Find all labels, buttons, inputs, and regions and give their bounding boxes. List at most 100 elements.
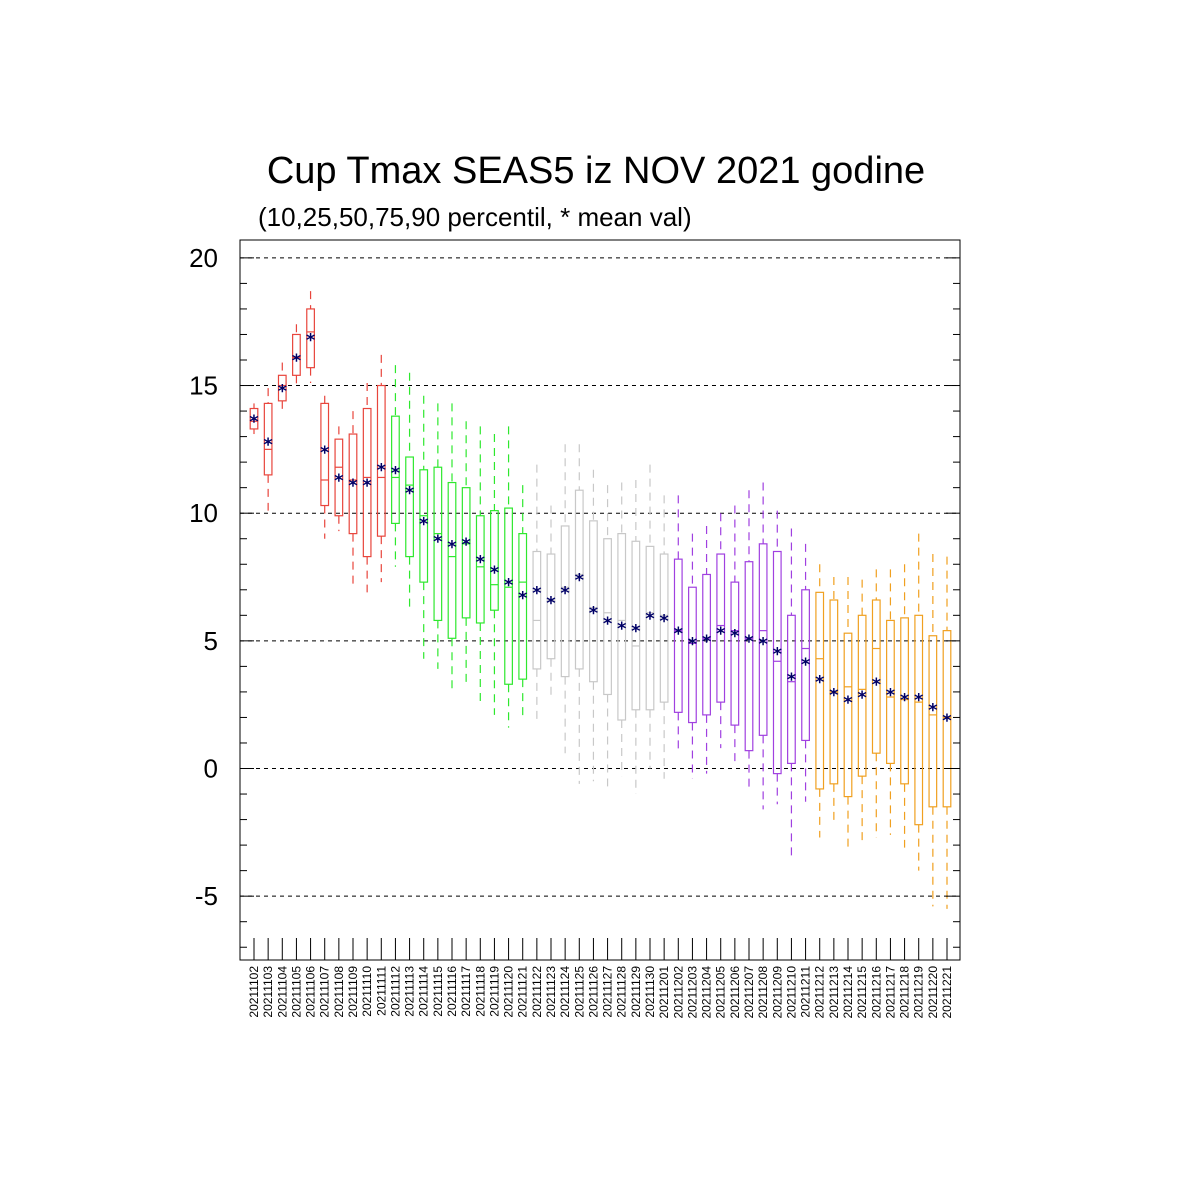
box-body xyxy=(504,507,513,685)
box-body xyxy=(772,550,782,775)
box-body xyxy=(801,589,810,742)
box-20211217 xyxy=(886,569,895,835)
box-20211214 xyxy=(843,577,853,848)
chart-subtitle: (10,25,50,75,90 percentil, * mean val) xyxy=(258,202,692,232)
x-tick-label: 20211220 xyxy=(926,966,940,1019)
box-20211122 xyxy=(532,464,542,720)
x-axis: 20211102 20211103 20211104 20211105 20211106… xyxy=(247,938,954,1019)
box-body xyxy=(391,415,400,525)
x-tick-label: 20211114 xyxy=(417,966,431,1017)
x-tick-label: 20211216 xyxy=(869,966,883,1019)
box-body xyxy=(419,469,429,583)
box-20211126 xyxy=(589,469,598,782)
box-body xyxy=(716,553,726,703)
x-tick-label: 20211120 xyxy=(502,966,516,1018)
mean-marker: * xyxy=(461,534,471,555)
box-body xyxy=(815,591,825,790)
box-20211205 xyxy=(716,513,726,749)
mean-marker: * xyxy=(688,634,698,655)
x-tick-label: 20211121 xyxy=(516,966,530,1018)
box-20211130 xyxy=(645,464,655,769)
box-20211114 xyxy=(419,395,429,659)
mean-marker: * xyxy=(490,562,500,583)
box-20211221 xyxy=(942,556,952,909)
box-body xyxy=(334,438,344,517)
box-20211219 xyxy=(914,533,924,871)
x-tick-label: 20211219 xyxy=(912,966,926,1019)
mean-marker: * xyxy=(631,621,641,642)
box-20211201 xyxy=(659,495,669,779)
box-body xyxy=(673,558,683,713)
mean-marker: * xyxy=(263,435,273,456)
x-tick-label: 20211212 xyxy=(813,966,827,1019)
mean-marker: * xyxy=(546,593,556,614)
mean-marker: * xyxy=(560,583,570,604)
mean-marker: * xyxy=(617,619,627,640)
x-tick-label: 20211215 xyxy=(855,966,869,1019)
mean-marker: * xyxy=(787,670,797,691)
box-body xyxy=(306,308,315,369)
x-tick-label: 20211206 xyxy=(728,966,742,1019)
x-tick-label: 20211122 xyxy=(530,966,544,1018)
box-20211125 xyxy=(574,444,584,784)
mean-marker: * xyxy=(306,330,316,351)
box-body xyxy=(292,333,301,376)
box-20211112 xyxy=(391,365,400,567)
box-20211107 xyxy=(320,395,330,539)
y-minor-ticks xyxy=(240,282,960,948)
box-20211207 xyxy=(744,490,754,792)
mean-marker: * xyxy=(476,552,486,573)
x-tick-label: 20211128 xyxy=(615,966,629,1018)
y-tick-label: -5 xyxy=(195,881,218,911)
mean-marker: * xyxy=(391,463,401,484)
x-tick-label: 20211208 xyxy=(756,966,770,1019)
box-body xyxy=(447,481,457,639)
x-tick-label: 20211109 xyxy=(346,966,360,1018)
box-body xyxy=(928,635,938,808)
mean-marker: * xyxy=(872,675,882,696)
mean-marker: * xyxy=(278,381,288,402)
y-tick-label: 15 xyxy=(189,371,218,401)
box-20211213 xyxy=(829,577,839,825)
x-tick-label: 20211214 xyxy=(841,966,855,1019)
x-tick-label: 20211107 xyxy=(318,966,332,1018)
box-body xyxy=(560,525,570,678)
box-body xyxy=(631,540,641,711)
mean-marker: * xyxy=(377,460,387,481)
x-tick-label: 20211102 xyxy=(247,966,261,1018)
mean-marker: * xyxy=(702,631,712,652)
mean-marker: * xyxy=(744,631,754,652)
x-tick-label: 20211217 xyxy=(883,966,897,1019)
box-body xyxy=(277,374,287,402)
box-body xyxy=(376,384,386,537)
box-20211103 xyxy=(263,388,273,511)
box-20211104 xyxy=(277,362,287,414)
y-tick-label: 5 xyxy=(204,626,218,656)
x-tick-label: 20211104 xyxy=(275,966,289,1018)
box-20211204 xyxy=(702,525,711,774)
mean-marker: * xyxy=(900,690,910,711)
box-20211129 xyxy=(631,480,641,795)
box-20211121 xyxy=(518,485,528,720)
mean-marker: * xyxy=(815,672,825,693)
box-20211215 xyxy=(857,579,867,843)
x-tick-label: 20211115 xyxy=(431,966,445,1017)
box-20211106 xyxy=(306,291,315,383)
x-tick-label: 20211213 xyxy=(827,966,841,1019)
box-20211120 xyxy=(504,426,513,728)
x-tick-label: 20211124 xyxy=(558,966,572,1018)
box-body xyxy=(348,433,358,535)
x-tick-label: 20211127 xyxy=(601,966,615,1018)
x-tick-label: 20211210 xyxy=(784,966,798,1019)
mean-marker: * xyxy=(575,570,585,591)
box-20211210 xyxy=(787,528,796,861)
box-20211209 xyxy=(772,510,782,805)
x-tick-label: 20211113 xyxy=(403,966,417,1017)
mean-marker: * xyxy=(603,613,613,634)
box-body xyxy=(589,520,598,683)
x-tick-label: 20211123 xyxy=(544,966,558,1018)
box-body xyxy=(914,614,924,826)
box-20211216 xyxy=(871,569,881,838)
box-body xyxy=(688,586,697,724)
box-body xyxy=(263,402,273,476)
